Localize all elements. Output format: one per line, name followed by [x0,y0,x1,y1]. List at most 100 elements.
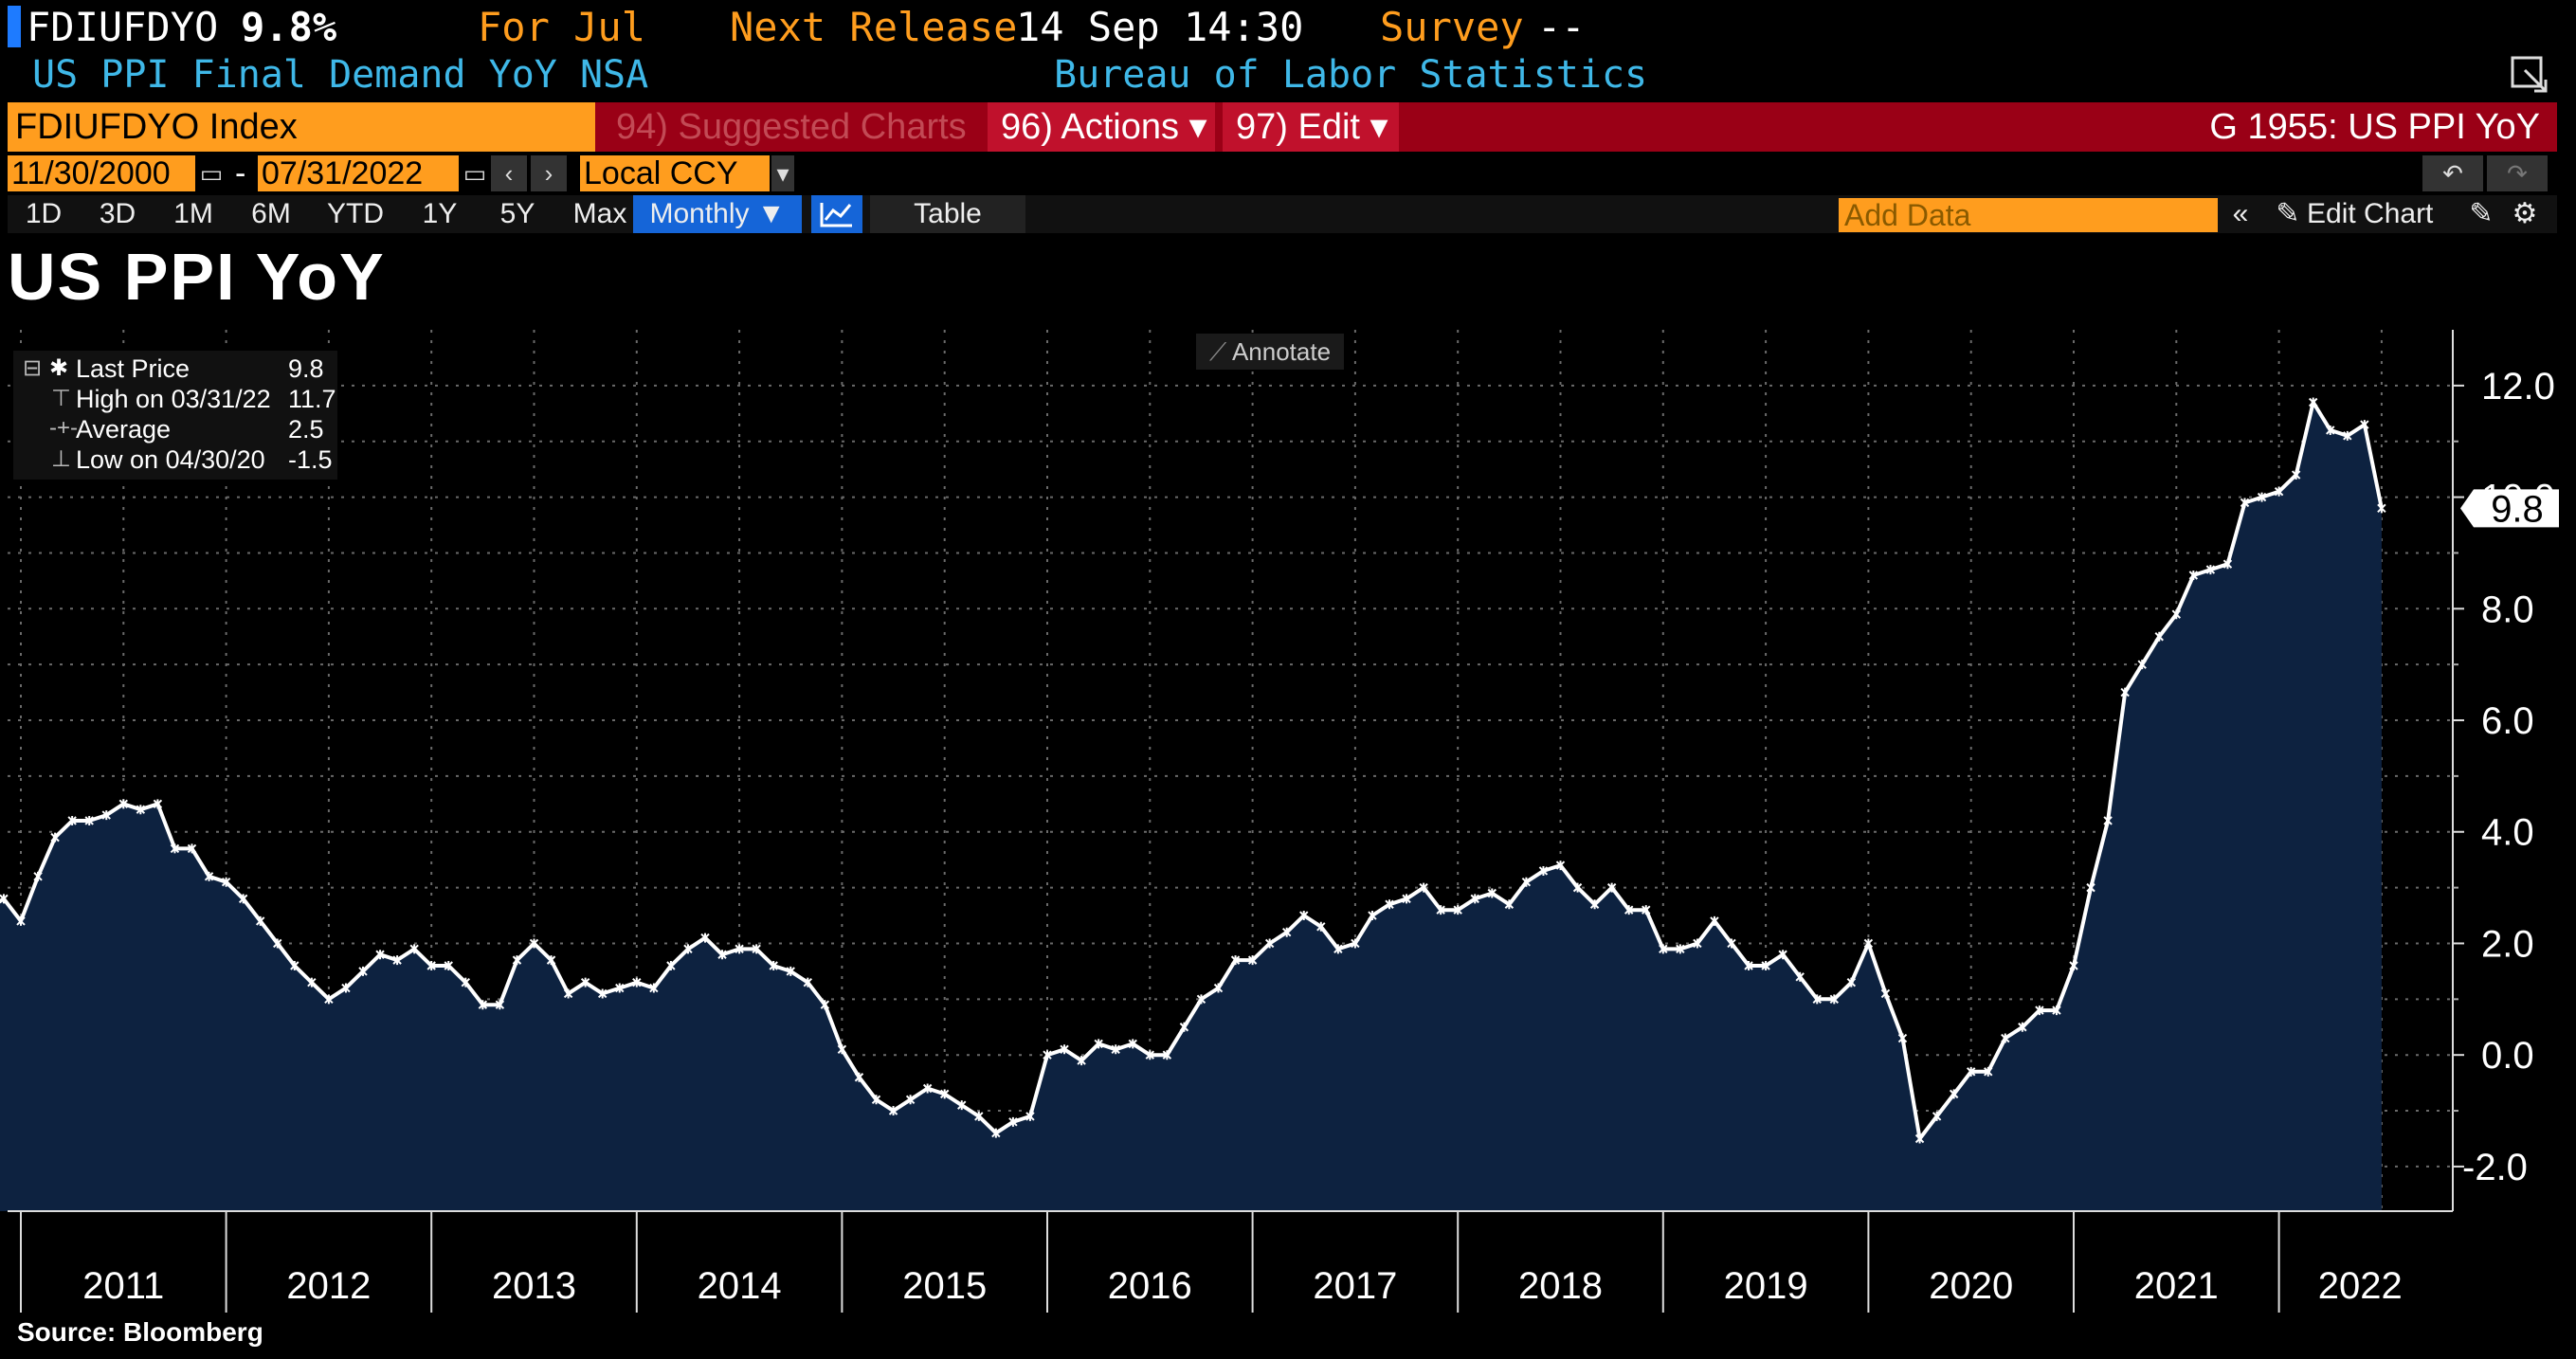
start-date-field[interactable]: 11/30/2000 [8,155,195,191]
data-point [615,983,625,993]
data-point [786,966,795,976]
data-point [1710,915,1719,926]
add-data-input[interactable]: Add Data [1839,198,2218,232]
popout-icon[interactable] [2510,55,2549,95]
y-tick-labels: 12.0 10.0 8.0 6.0 4.0 2.0 0.0-2.0 [2453,366,2555,1188]
data-point [2240,498,2250,508]
data-point [580,977,590,988]
period-ytd[interactable]: YTD [327,198,384,229]
data-point [820,1000,830,1010]
data-point [2035,1006,2044,1016]
actions-menu[interactable]: 96) Actions ▾ [988,102,1215,152]
data-point [1316,921,1326,932]
chart-id-title: G 1955: US PPI YoY [2209,107,2540,147]
table-button[interactable]: Table [870,195,1025,233]
data-point [871,1095,881,1105]
period-3d[interactable]: 3D [99,198,136,229]
end-date-field[interactable]: 07/31/2022 [258,155,459,191]
last-price-icon: ✱ [49,355,69,381]
data-point [1693,938,1702,949]
period-5y[interactable]: 5Y [499,198,535,229]
data-point [1846,977,1857,988]
chart-legend[interactable]: ⊟ ✱ Last Price 9.8 ⊤ High on 03/31/22 11… [13,351,337,480]
chevron-down-icon[interactable]: ▾ [771,155,794,191]
undo-icon[interactable]: ↶ [2422,155,2483,191]
annotate-button[interactable]: ⟋ Annotate [1196,334,1344,370]
currency-select[interactable]: Local CCY [580,155,770,191]
previous-icon[interactable]: ‹ [491,155,527,191]
data-point [752,944,761,954]
data-point [2052,1006,2061,1016]
data-point [803,977,813,988]
data-point [2360,420,2369,430]
data-point [2343,430,2352,441]
data-point [16,915,26,926]
data-point [1025,1111,1035,1121]
data-point [324,994,334,1005]
data-point [1676,944,1685,954]
period-1y[interactable]: 1Y [422,198,458,229]
index-field[interactable]: FDIUFDYO Index [8,102,595,152]
edit-chart-button[interactable]: Edit Chart [2307,198,2434,229]
data-point [597,988,608,999]
data-point [1829,994,1840,1005]
y-tick-label: 2.0 [2474,923,2534,965]
source-footer: Source: Bloomberg [17,1317,263,1347]
data-point [2377,503,2386,514]
y-tick-label: 8.0 [2474,589,2534,630]
data-point [1351,938,1360,949]
period-1m[interactable]: 1M [173,198,213,229]
data-point [2257,492,2267,502]
data-point [1230,955,1241,966]
pencil-icon[interactable]: ✎ [2276,198,2300,229]
last-value-label: 9.8 [2491,488,2544,530]
data-point [358,966,368,976]
edit-icon[interactable]: ✎ [2469,198,2494,229]
data-point [1402,894,1411,904]
data-point [1949,1089,1959,1099]
data-point [1966,1066,1976,1077]
period-6m[interactable]: 6M [251,198,291,229]
line-chart-icon[interactable] [811,195,862,233]
data-point [735,944,744,954]
data-point [426,961,436,971]
period-max[interactable]: Max [572,198,627,229]
data-point [1642,905,1651,915]
data-point [1060,1044,1069,1055]
data-point [238,894,248,904]
legend-low-label: Low on 04/30/20 [76,445,265,474]
y-tick-label: 6.0 [2474,700,2534,742]
suggested-charts-tab[interactable]: 94) Suggested Charts [616,107,967,147]
data-point [1914,1133,1925,1144]
gear-icon[interactable]: ⚙ [2512,198,2538,229]
next-icon[interactable]: › [531,155,567,191]
data-point [837,1044,847,1055]
frequency-select[interactable]: Monthly ▼ [633,195,802,233]
x-tick-label: 2016 [1108,1265,1192,1307]
redo-icon[interactable]: ↷ [2487,155,2548,191]
chart-title: US PPI YoY [8,240,386,314]
tab-bar: FDIUFDYO Index 94) Suggested Charts 96) … [8,102,2557,152]
data-point [1761,961,1770,971]
data-point [2103,815,2113,825]
x-tick-label: 2013 [492,1265,576,1307]
average-icon: -+- [49,415,78,441]
data-point [290,961,299,971]
edit-menu[interactable]: 97) Edit ▾ [1223,102,1399,152]
period-1d[interactable]: 1D [25,198,63,229]
legend-collapse-icon[interactable]: ⊟ [23,355,43,381]
data-point [461,977,471,988]
calendar-icon[interactable]: ▭ [199,159,224,188]
y-tick-label: 12.0 [2474,366,2555,408]
x-tick-label: 2014 [698,1265,782,1307]
data-point [1333,944,1343,954]
legend-last-price-value: 9.8 [288,354,324,383]
data-point [1727,938,1736,949]
security-marker [8,6,21,47]
collapse-icon[interactable]: « [2232,198,2249,229]
next-release-label: Next Release [730,4,1018,50]
data-point [854,1072,864,1082]
axes [8,330,2454,1212]
calendar-icon[interactable]: ▭ [463,159,487,188]
